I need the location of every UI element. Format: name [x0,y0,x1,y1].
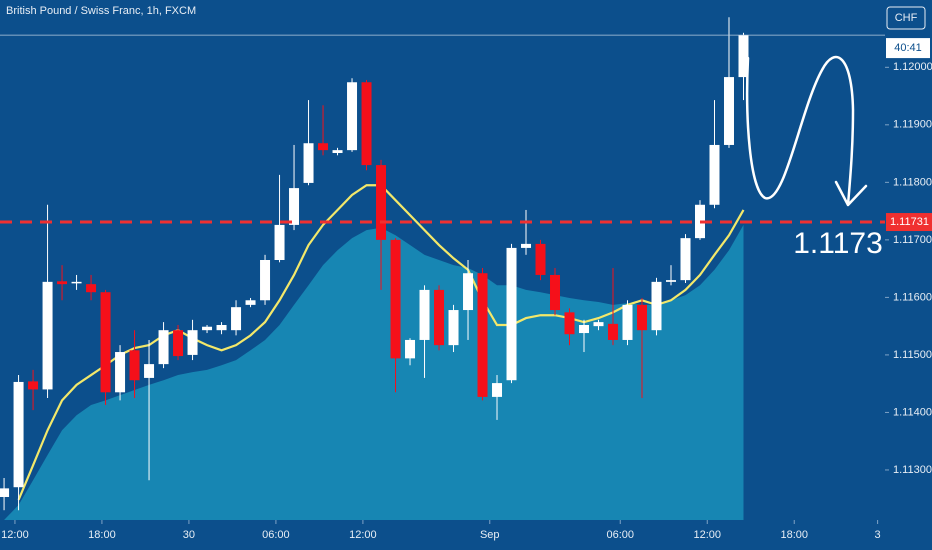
price-line-tag [886,213,932,232]
candle-body [260,260,271,301]
y-tick-label: 1.11600 [893,291,932,303]
price-line-label: 1.11731 [890,216,929,228]
candle-body [231,307,242,331]
candle-body [593,322,604,327]
candle-body [376,165,387,240]
x-tick-label: Sep [480,529,500,541]
annotation: 1.1173 [793,227,883,260]
y-tick-label: 1.11300 [893,464,932,476]
candle-body [550,274,561,311]
candle-body [434,289,445,346]
candle-body [419,289,430,340]
candle-body [492,383,503,397]
y-tick-label: 1.11900 [893,119,932,131]
x-tick-label: 06:00 [606,529,634,541]
candle-body [144,364,155,378]
candle-body [506,247,517,381]
candle-body [318,143,329,151]
candle-body [709,144,720,205]
candle-body [448,310,459,346]
candle-body [608,323,619,340]
candle-body [0,488,10,497]
chart-title: British Pound / Swiss Franc, 1h, FXCM [6,5,196,17]
candle-body [405,339,416,359]
candle-body [274,224,285,260]
candle-body [723,77,734,145]
candle-body [173,330,184,357]
candle-body [86,284,97,293]
y-tick-label: 1.11400 [893,406,932,418]
candle-body [13,381,24,488]
candle-body [738,35,749,78]
candle-body [535,243,546,275]
x-tick-label: 30 [183,529,195,541]
candle-body [665,280,676,282]
countdown-box [886,38,930,59]
plot [0,17,749,520]
candle-body [361,82,372,166]
drawn-arrow [745,55,868,207]
candle-body [651,281,662,331]
x-tick-label: 12:00 [349,529,377,541]
candle-body [694,204,705,239]
candle-body [129,350,140,381]
candle-body [71,281,82,284]
candle-body [680,238,691,281]
candle-body [187,330,198,355]
x-tick-label: 3 [875,529,881,541]
candle-body [564,312,575,335]
x-tick-label: 12:00 [693,529,721,541]
x-tick-label: 12:00 [1,529,29,541]
candle-body [28,381,39,390]
y-tick-label: 1.11700 [893,234,932,246]
candle-body [463,273,474,311]
candle-body [202,326,213,331]
candle-body [216,325,227,331]
candle-body [521,243,532,248]
candle-body [158,330,169,365]
candle-body [347,82,358,151]
x-tick-label: 18:00 [780,529,808,541]
candle-body [390,239,401,359]
x-tick-label: 18:00 [88,529,116,541]
candle-body [637,304,648,331]
y-tick-label: 1.11800 [893,176,932,188]
candle-body [332,150,343,154]
candle-body [115,352,126,393]
candle-body [100,292,111,393]
countdown: 40:41 [894,42,922,54]
candle-body [57,281,68,285]
candle-body [622,304,633,340]
currency-box[interactable] [886,6,926,30]
candle-body [289,188,300,225]
y-tick-label: 1.12000 [893,61,932,73]
y-tick-label: 1.11500 [893,349,932,361]
x-tick-label: 06:00 [262,529,290,541]
candle-body [303,143,314,183]
candle-body [245,300,256,305]
candle-body [579,325,590,334]
currency[interactable]: CHF [895,12,918,24]
candle-body [42,281,53,390]
candle-body [477,273,488,397]
